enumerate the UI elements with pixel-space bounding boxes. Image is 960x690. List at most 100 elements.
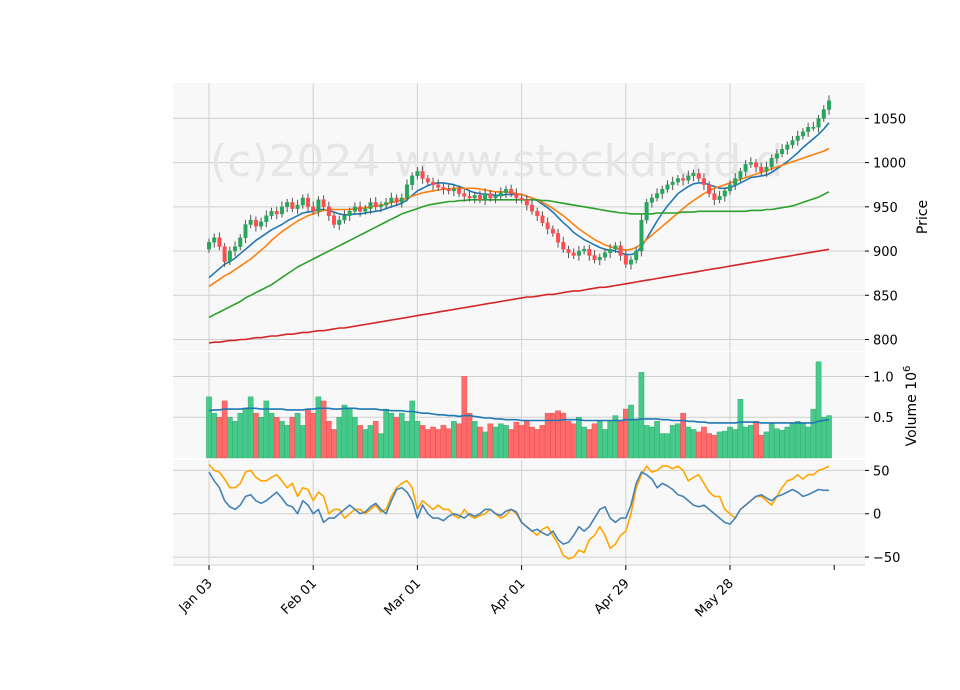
candle-up [493,196,498,199]
x-tick-label: May 28 [693,576,737,620]
candle-down [420,171,425,179]
volume-bar [425,429,431,459]
candle-up [582,249,587,252]
volume-tick-label: 1.0 [873,370,894,385]
volume-bar [227,417,233,459]
candle-down [524,199,529,206]
volume-bar [570,423,577,459]
volume-bar [310,412,317,459]
volume-bar [419,425,426,459]
x-tick-label: Jan 03 [176,576,216,616]
candle-up [644,202,649,221]
volume-bar [690,429,697,459]
volume-bar [466,412,473,459]
volume-tick-label: 0.5 [873,411,894,426]
volume-bar [732,429,739,459]
volume-bar [372,421,379,459]
candle-up [410,175,415,185]
candlesticks [206,95,831,270]
candle-up [206,242,211,250]
volume-bar [737,399,744,459]
volume-bar [367,425,374,459]
volume-bar [487,423,494,459]
candle-up [675,178,680,183]
x-tick-label: Feb 01 [279,576,321,618]
candle-up [608,249,613,254]
volume-bar [649,426,655,459]
volume-bar [779,430,785,459]
volume-bar [398,412,405,459]
volume-bar [586,429,593,459]
volume-bar [237,412,244,459]
volume-bar [555,410,561,459]
volume-bar [273,417,280,459]
volume-bar [727,426,733,459]
x-axis: Jan 03 Feb 01 Mar 01 Apr 01 Apr 29 May 28 [173,564,865,620]
volume-bar [623,408,629,459]
volume-bar [357,425,363,459]
candle-down [556,233,561,243]
volume-bar [654,421,660,459]
volume-bar [810,408,817,459]
volume-bar [711,434,718,459]
candle-down [467,196,472,199]
volume-bar [685,426,692,459]
candle-up [691,173,696,177]
volume-bar [602,429,608,459]
volume-bar [393,417,400,459]
volume-bar [675,423,681,459]
volume-bar [284,425,290,459]
candle-up [472,195,477,199]
candle-down [441,187,446,190]
candle-down [477,195,482,200]
price-tick-label: 900 [873,245,898,260]
price-tick-label: 950 [873,201,898,216]
volume-bar [628,404,634,459]
candle-down [701,178,706,185]
volume-bar [435,429,442,459]
candle-up [378,204,383,208]
candle-up [785,144,790,150]
volume-bar [716,431,723,459]
oscillator-lines [208,463,830,560]
candle-up [415,171,420,177]
volume-bar [326,421,332,459]
volume-panel: 0.5 1.0 Volume 106 [173,352,920,459]
volume-bar [612,415,619,459]
volume-bar [643,425,650,459]
volume-bar [633,418,640,459]
candle-up [722,190,727,197]
candle-down [509,188,514,194]
volume-bar [320,400,327,459]
volume-bar [383,408,389,459]
candle-up [748,162,753,165]
candle-up [227,250,232,262]
candle-down [712,193,717,200]
moving-average-line [208,147,830,288]
price-panel: (c)2024 www.stockdroid.d 800 850 900 950 100… [173,83,931,351]
candle-down [253,219,258,227]
candle-down [696,173,701,179]
volume-bar [524,421,530,459]
candle-down [436,184,441,188]
oscillator-line [208,471,829,545]
candle-down [592,255,597,261]
candle-down [321,199,326,208]
price-tick-label: 1050 [873,112,906,127]
candle-up [363,208,368,212]
candle-down [561,242,566,250]
candle-up [613,245,618,250]
volume-bar [289,417,296,459]
candle-up [800,131,805,137]
candle-down [623,255,628,265]
volume-bar [753,421,759,459]
candle-down [425,178,430,183]
oscillator-grid [173,460,865,564]
candle-up [285,202,290,208]
candle-up [212,237,217,243]
price-panel-background [173,83,865,351]
candle-up [576,250,581,256]
candle-down [587,249,592,256]
volume-bar [513,421,520,459]
volume-bar [305,408,311,459]
